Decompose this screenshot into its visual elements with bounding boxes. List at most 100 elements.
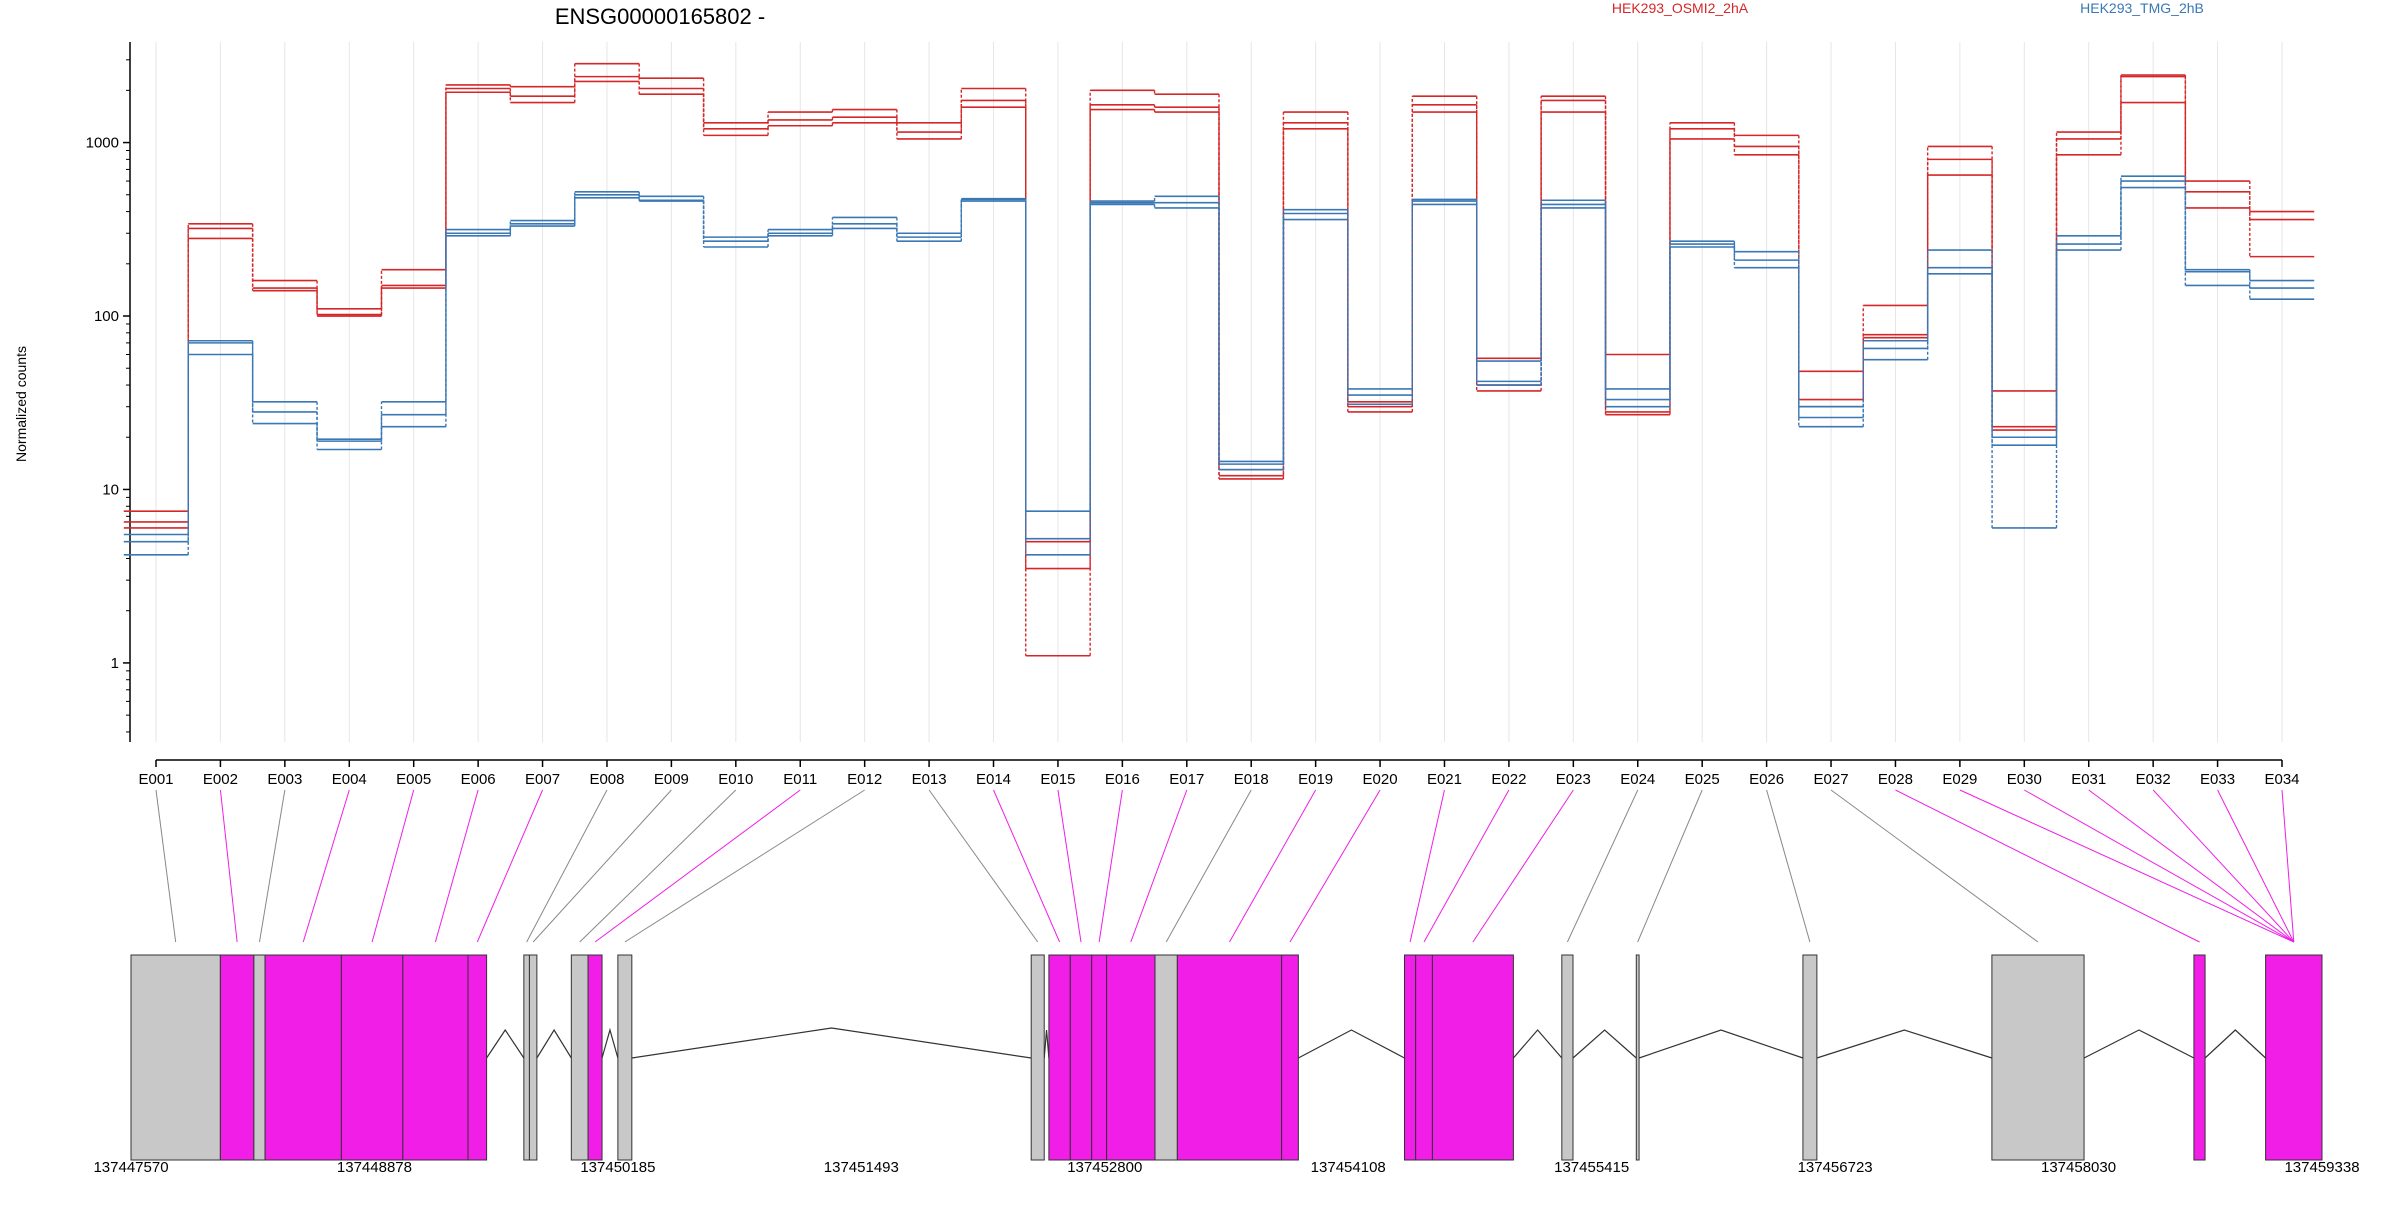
x-tick-label: E012 (847, 771, 882, 788)
exon-connector (1057, 789, 1082, 943)
x-tick-label: E005 (396, 771, 431, 788)
exon-box (253, 954, 266, 1161)
intron-line (1572, 1029, 1637, 1059)
x-tick-label: E002 (203, 771, 238, 788)
exon-connector (993, 789, 1061, 943)
exon-connector (1959, 789, 2295, 943)
exon-box (467, 954, 488, 1161)
exon-connectors (155, 789, 2295, 943)
y-axis-label: Normalized counts (13, 346, 29, 462)
position-tick-label: 137447570 (93, 1159, 168, 1176)
exon-connector (1423, 789, 1510, 943)
x-tick-label: E034 (2264, 771, 2299, 788)
exon-connector (1409, 789, 1445, 943)
x-tick-label: E022 (1491, 771, 1526, 788)
position-tick-label: 137455415 (1554, 1159, 1629, 1176)
x-tick-label: E030 (2007, 771, 2042, 788)
x-tick-label: E020 (1363, 771, 1398, 788)
exon-connector (1895, 789, 2200, 943)
legend-entry-osmi2: HEK293_OSMI2_2hA (1612, 0, 1749, 16)
x-tick-label: E007 (525, 771, 560, 788)
exon-box (264, 954, 342, 1161)
exon-box (1403, 954, 1417, 1161)
exon-box (402, 954, 469, 1161)
exon-box (1802, 954, 1818, 1161)
exon-connector (594, 789, 801, 943)
y-tick-label: 10 (102, 481, 119, 498)
y-tick-label: 100 (94, 308, 119, 325)
exon-connector (371, 789, 415, 943)
position-tick-label: 137456723 (1798, 1159, 1873, 1176)
exon-box (523, 954, 530, 1161)
chart-title: ENSG00000165802 - (555, 4, 765, 29)
exon-box (1030, 954, 1045, 1161)
intron-line (1043, 1029, 1050, 1059)
exon-connector (532, 789, 672, 943)
exon-connector (476, 789, 544, 943)
exon-box (1561, 954, 1574, 1161)
exon-connector (2024, 789, 2295, 943)
x-tick-label: E029 (1942, 771, 1977, 788)
x-tick-label: E027 (1814, 771, 1849, 788)
x-tick-label: E028 (1878, 771, 1913, 788)
exon-connector (155, 789, 177, 943)
exon-connector (258, 789, 286, 943)
x-tick-label: E016 (1105, 771, 1140, 788)
exon-connector (2152, 789, 2295, 943)
x-tick-label: E006 (461, 771, 496, 788)
position-tick-label: 137459338 (2284, 1159, 2359, 1176)
x-tick-label: E003 (267, 771, 302, 788)
exon-box (570, 954, 589, 1161)
exon-connector (526, 789, 608, 943)
x-tick-label: E009 (654, 771, 689, 788)
series-layer (123, 62, 2315, 657)
legend-entry-tmg: HEK293_TMG_2hB (2080, 0, 2204, 16)
exon-box (1069, 954, 1093, 1161)
exon-connector (302, 789, 350, 943)
y-tick-label: 1 (111, 655, 119, 672)
exon-connector (1472, 789, 1574, 943)
x-tick-label: E024 (1620, 771, 1655, 788)
intron-line (1298, 1029, 1405, 1059)
x-tick-label: E018 (1234, 771, 1269, 788)
exon-connector (434, 789, 479, 943)
exon-connector (1289, 789, 1381, 943)
position-tick-label: 137452800 (1067, 1159, 1142, 1176)
exon-connector (2088, 789, 2295, 943)
x-tick-label: E031 (2071, 771, 2106, 788)
exon-connector (1766, 789, 1811, 943)
exon-box (1176, 954, 1283, 1161)
position-tick-label: 137451493 (824, 1159, 899, 1176)
exon-box (528, 954, 538, 1161)
exon-box (340, 954, 404, 1161)
x-tick-label: E015 (1040, 771, 1075, 788)
exon-box (1154, 954, 1178, 1161)
position-tick-label: 137458030 (2041, 1159, 2116, 1176)
position-tick-label: 137450185 (580, 1159, 655, 1176)
genomic-position-axis: 137447570 137448878 137450185 137451493 1374… (93, 1159, 2359, 1176)
exon-connector (219, 789, 238, 943)
exon-box (2193, 954, 2206, 1161)
exon-box (130, 954, 221, 1161)
x-tick-label: E019 (1298, 771, 1333, 788)
exon-box (1091, 954, 1108, 1161)
exon-box (1106, 954, 1156, 1161)
position-tick-label: 137454108 (1311, 1159, 1386, 1176)
y-axis: 1 10 100 1000 (86, 42, 131, 742)
exon-box (1431, 954, 1514, 1161)
x-tick-label: E017 (1169, 771, 1204, 788)
exon-connector (1165, 789, 1252, 943)
intron-line (601, 1027, 619, 1059)
x-tick-label: E001 (138, 771, 173, 788)
series-line (123, 175, 2315, 536)
x-tick-label: E011 (783, 771, 817, 788)
x-tick-label: E025 (1685, 771, 1720, 788)
gene-model (130, 954, 2323, 1161)
y-tick-label: 1000 (86, 135, 119, 152)
exon-connector (1130, 789, 1188, 943)
exon-connector (1229, 789, 1317, 943)
intron-line (1638, 1029, 1804, 1059)
exon-box (1415, 954, 1433, 1161)
